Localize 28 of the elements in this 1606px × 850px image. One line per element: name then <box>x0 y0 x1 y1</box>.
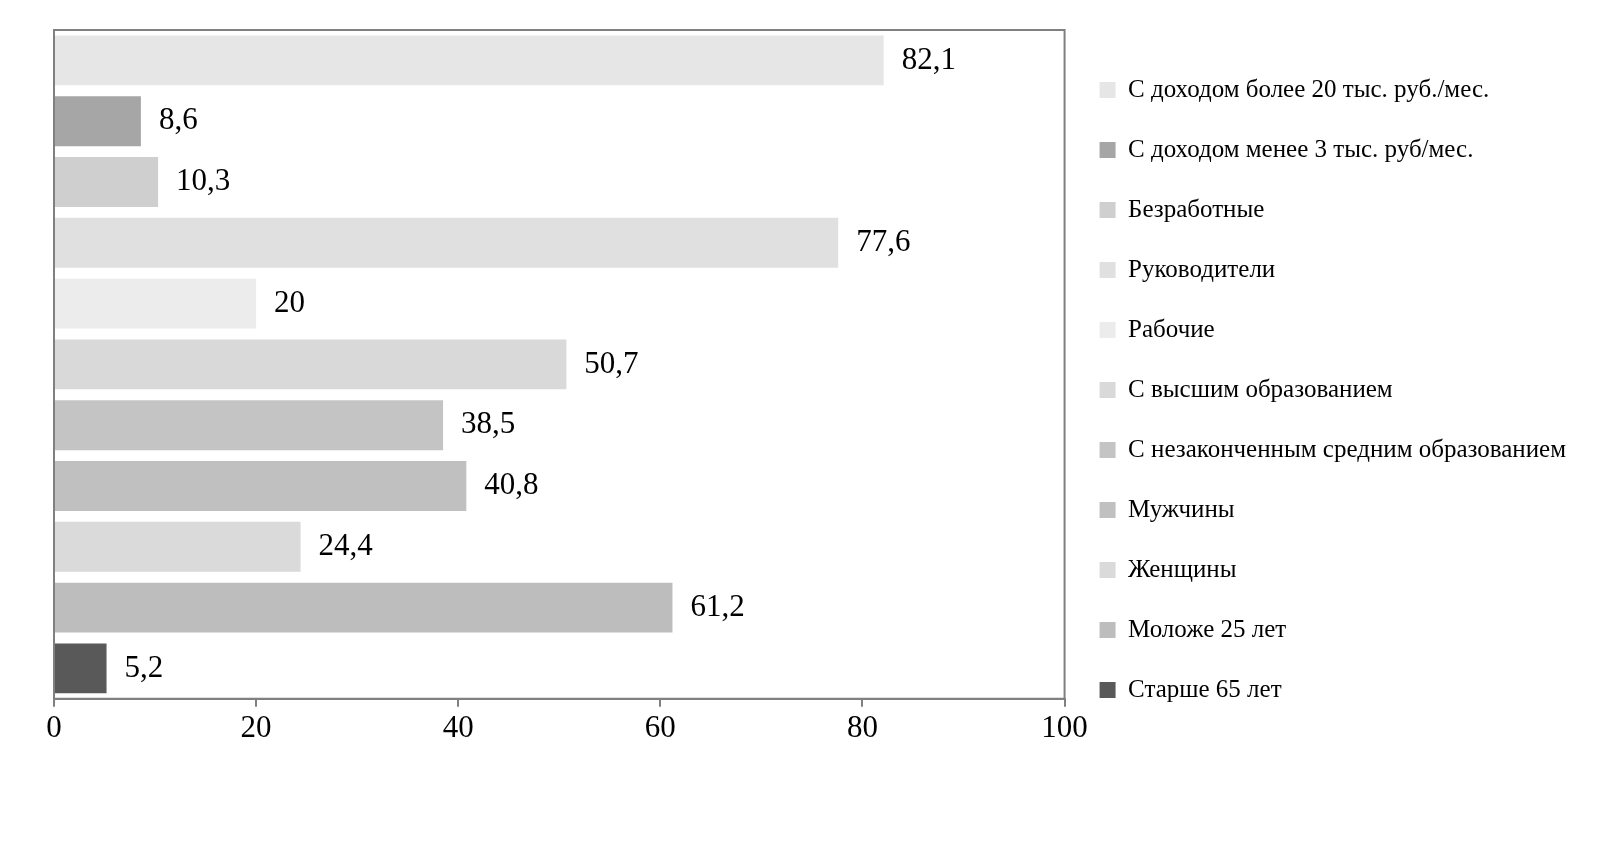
data-label: 38,5 <box>461 405 516 441</box>
legend-label: С незаконченным средним образованием <box>1128 434 1567 462</box>
data-label: 77,6 <box>856 222 911 258</box>
legend-label: Рабочие <box>1128 314 1215 342</box>
data-label: 8,6 <box>158 101 198 137</box>
data-label: 82,1 <box>901 40 956 76</box>
x-tick-label: 100 <box>1041 708 1088 744</box>
data-label: 50,7 <box>584 344 639 380</box>
x-tick-label: 0 <box>46 708 62 744</box>
data-label: 20 <box>274 283 306 319</box>
x-tick-label: 80 <box>846 708 878 744</box>
data-label: 24,4 <box>318 526 374 562</box>
legend-label: Женщины <box>1128 554 1237 582</box>
legend-label: С доходом менее 3 тыс. руб/мес. <box>1128 134 1474 162</box>
legend-label: С доходом более 20 тыс. руб./мес. <box>1128 74 1490 102</box>
legend-label: Безработные <box>1128 194 1265 222</box>
data-label: 40,8 <box>484 466 539 502</box>
legend-label: Мужчины <box>1128 494 1235 522</box>
x-tick-label: 60 <box>644 708 676 744</box>
x-tick-label: 20 <box>240 708 272 744</box>
legend-label: Руководители <box>1128 254 1276 282</box>
legend-label: С высшим образованием <box>1128 374 1393 402</box>
legend-label: Старше 65 лет <box>1128 674 1282 702</box>
data-label: 10,3 <box>176 162 231 198</box>
data-label: 5,2 <box>124 648 164 684</box>
data-label: 61,2 <box>690 587 745 623</box>
x-tick-label: 40 <box>442 708 474 744</box>
legend-label: Моложе 25 лет <box>1128 614 1287 642</box>
